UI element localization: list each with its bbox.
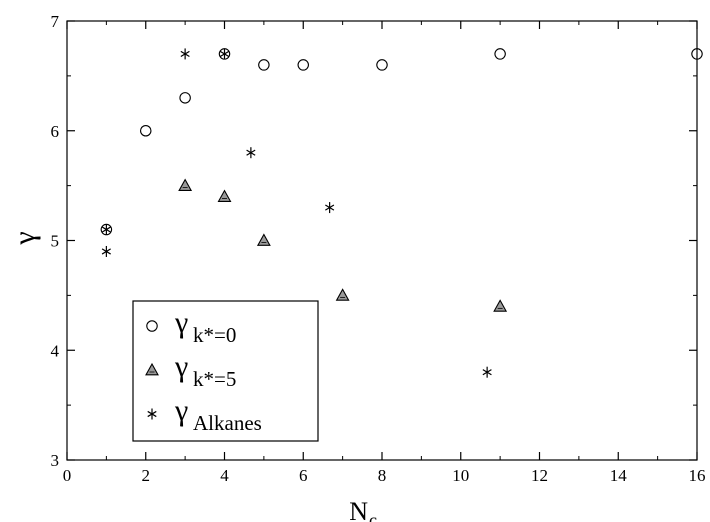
y-tick-label: 4 (51, 341, 60, 360)
legend-box (132, 300, 319, 442)
axis-ticks (66, 20, 698, 461)
x-tick-label: 4 (220, 466, 229, 485)
x-axis-label-subscript: c (369, 510, 377, 522)
legend-marker-asterisk (147, 408, 157, 420)
data-point-asterisk (246, 147, 256, 159)
data-point-asterisk (101, 245, 111, 257)
x-tick-label: 6 (299, 466, 308, 485)
data-point-circle (297, 59, 309, 71)
data-point-asterisk (482, 366, 492, 378)
data-points (100, 48, 703, 378)
data-point-asterisk (219, 48, 230, 60)
series-triangle (178, 178, 508, 312)
data-point-asterisk (180, 48, 190, 60)
x-tick-label: 14 (610, 466, 628, 485)
legend-label: γ (174, 394, 188, 427)
legend-label-subscript: k*=5 (193, 367, 236, 391)
legend-marker-circle (146, 320, 158, 332)
legend-entry: γ k*=0 (146, 306, 236, 347)
data-point-circle (691, 48, 703, 60)
legend-label-subscript: Alkanes (193, 411, 262, 435)
data-point-asterisk (325, 202, 335, 214)
legend-marker-triangle (145, 362, 159, 376)
data-point-triangle (178, 178, 193, 191)
y-tick-label: 3 (51, 451, 60, 470)
legend-label-subscript: k*=0 (193, 323, 236, 347)
data-point-triangle (256, 233, 271, 246)
data-point-asterisk (101, 224, 111, 236)
legend: γ k*=0γ k*=5γ Alkanes (132, 300, 319, 442)
x-tick-label: 12 (531, 466, 548, 485)
data-point-triangle (217, 189, 232, 202)
legend-label: γ (174, 350, 188, 383)
x-tick-label: 0 (63, 466, 72, 485)
y-axis-label: γ (8, 231, 41, 245)
x-tick-label: 10 (452, 466, 469, 485)
data-point-circle (376, 59, 388, 71)
x-tick-label: 2 (142, 466, 151, 485)
data-point-circle (140, 125, 152, 137)
legend-label: γ (174, 306, 188, 339)
legend-entry: γ Alkanes (147, 394, 262, 435)
x-axis-label: N (349, 497, 368, 522)
y-tick-label: 6 (51, 122, 60, 141)
axis-tick-labels: 0 2 4 6 8 10 12 14 16 3 4 5 6 7 (51, 12, 706, 485)
data-point-circle (494, 48, 506, 60)
data-point-circle (258, 59, 270, 71)
y-tick-label: 5 (51, 232, 60, 251)
legend-entry: γ k*=5 (145, 350, 236, 391)
series-circle (100, 48, 703, 236)
x-tick-label: 8 (378, 466, 387, 485)
axis-titles: γ N c (8, 231, 377, 522)
data-point-circle (179, 92, 191, 104)
y-tick-label: 7 (51, 12, 60, 31)
data-point-triangle (335, 288, 350, 301)
x-tick-label: 16 (689, 466, 706, 485)
data-point-triangle (493, 299, 508, 312)
series-asterisk (101, 48, 492, 378)
